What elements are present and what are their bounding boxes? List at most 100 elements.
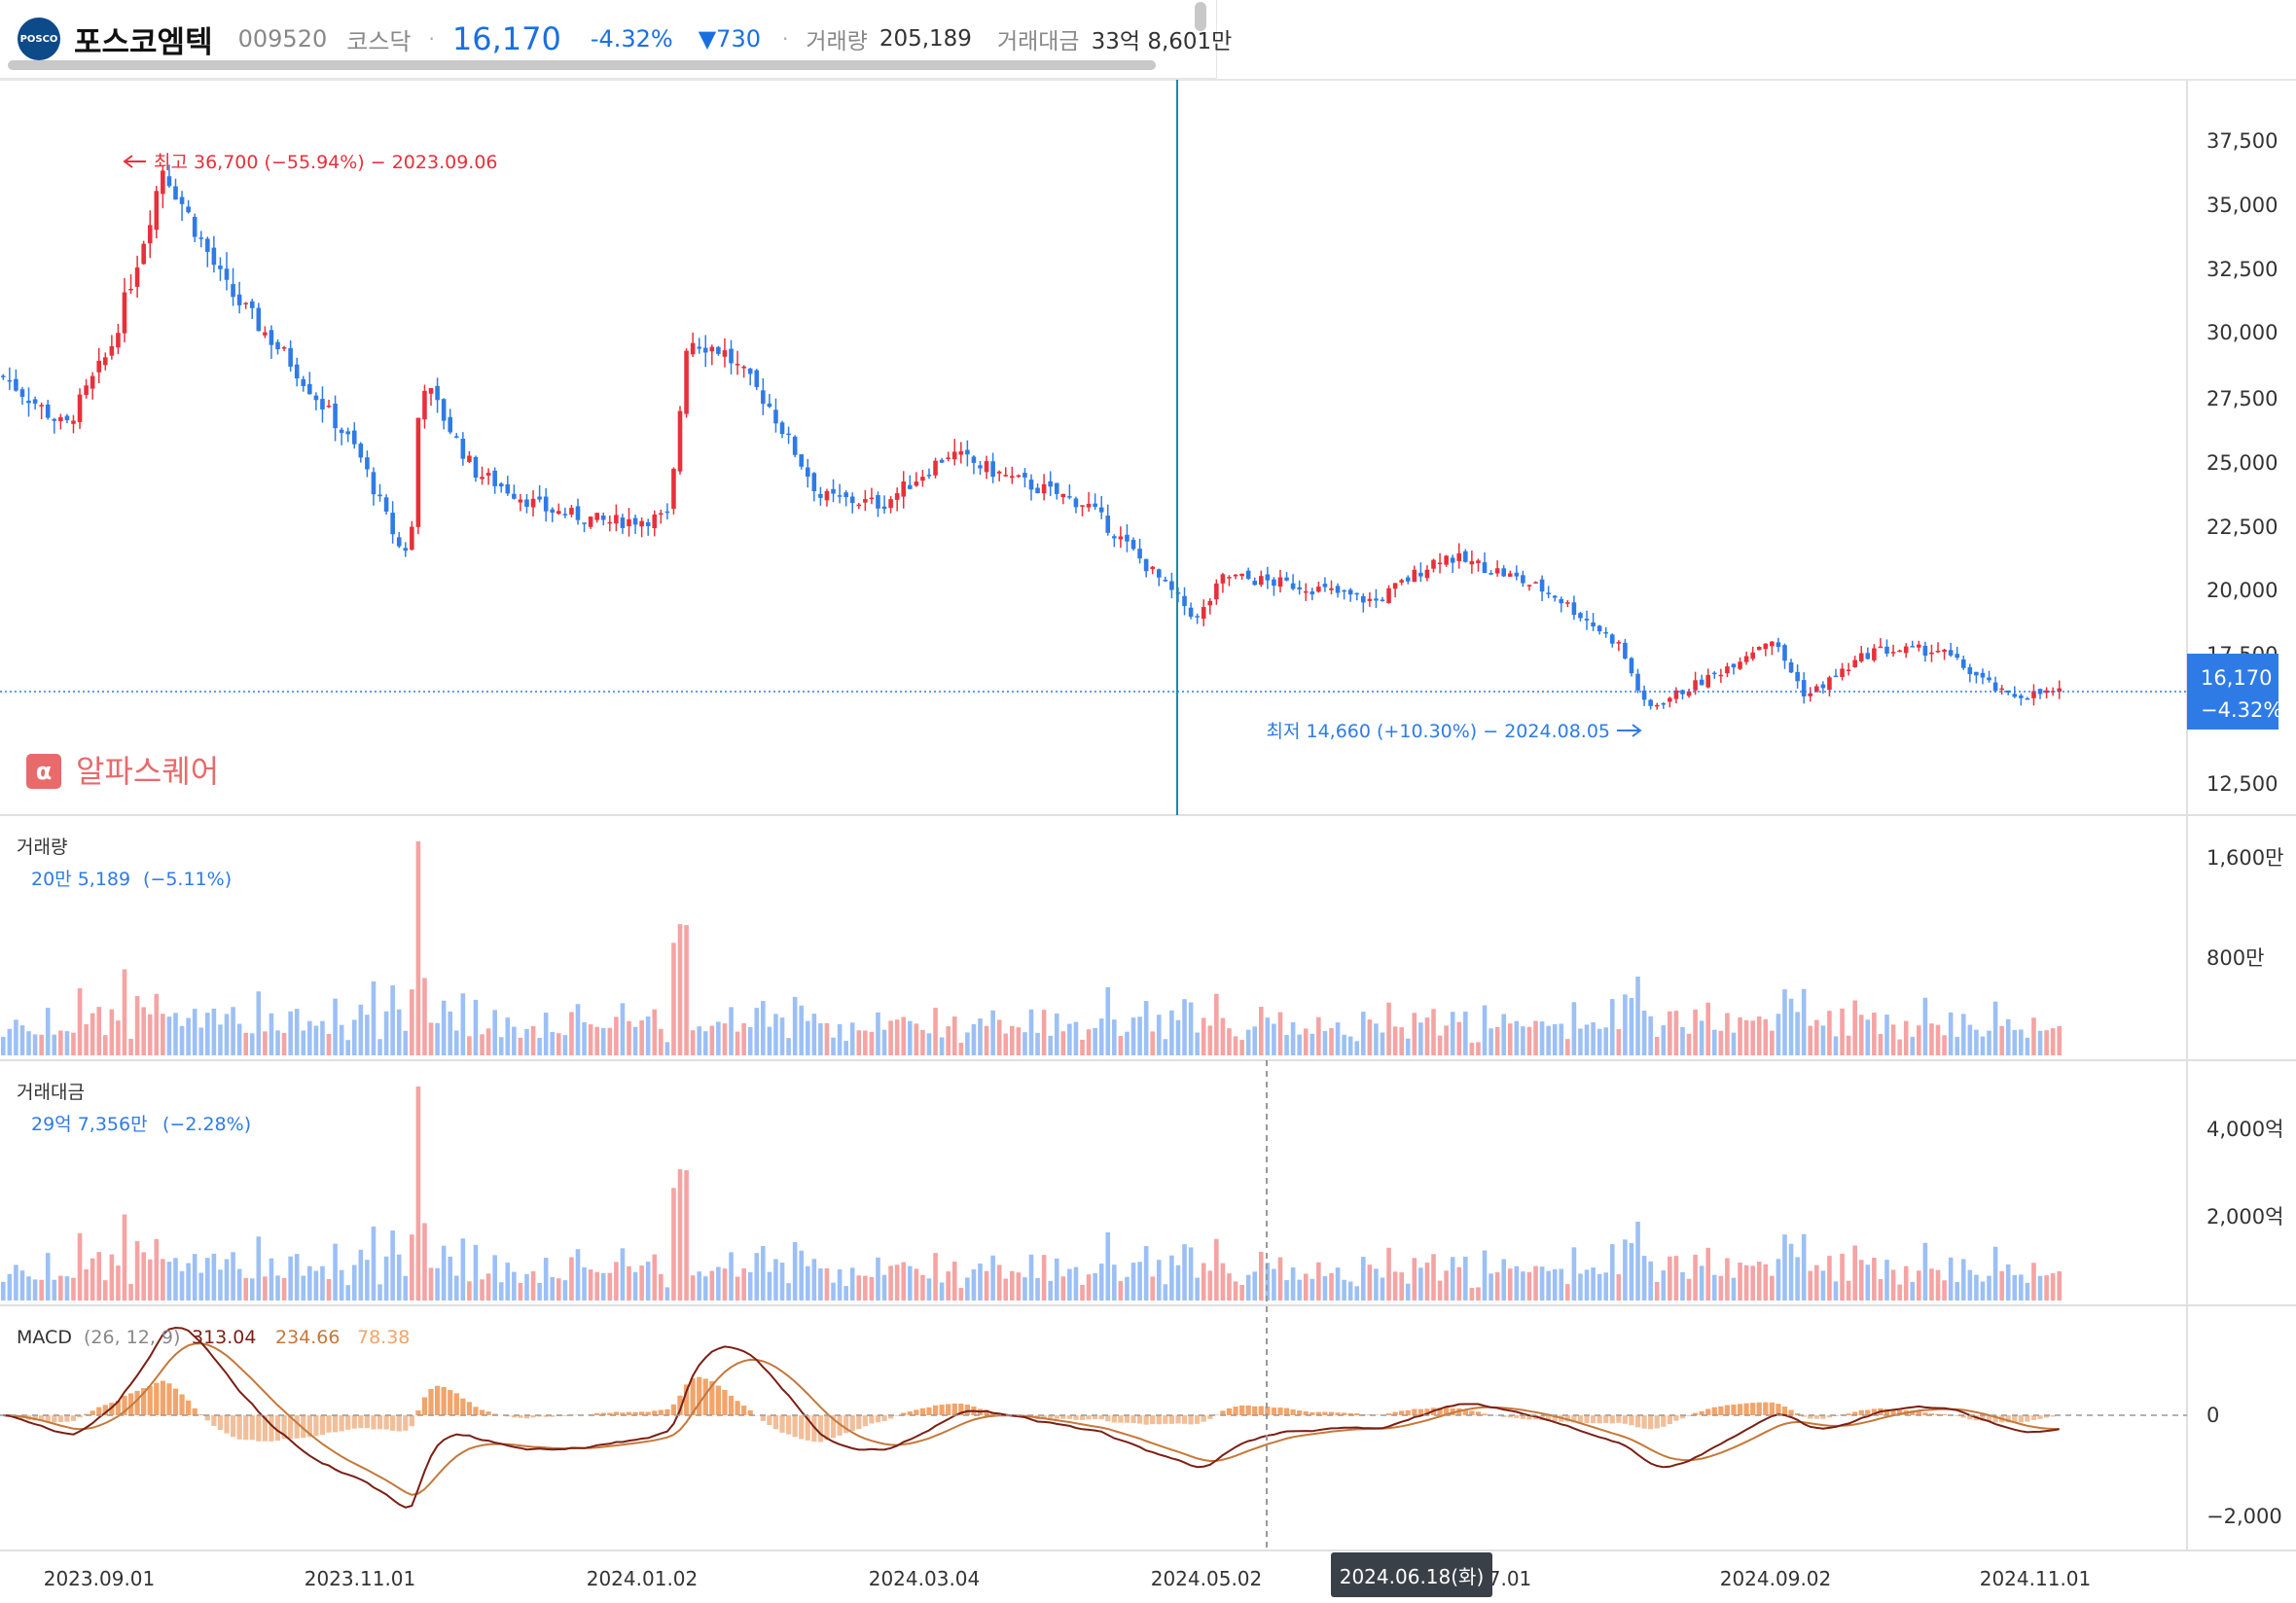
- macd-hist-bar: [1686, 1415, 1692, 1416]
- volume-bar: [677, 924, 683, 1055]
- candle-body: [1820, 684, 1826, 689]
- candle-body: [652, 514, 658, 529]
- candle-body: [677, 410, 683, 472]
- amount-bar: [154, 1238, 160, 1300]
- macd-hist-bar: [485, 1411, 491, 1415]
- amount-bar: [281, 1277, 287, 1300]
- amount-bar: [339, 1269, 344, 1300]
- candle-body: [1098, 507, 1104, 513]
- macd-hist-bar: [1437, 1407, 1443, 1415]
- volume-bar: [1054, 1013, 1059, 1055]
- amount-bar: [109, 1254, 115, 1300]
- volume-bar: [358, 1004, 364, 1055]
- amount-bar: [1770, 1275, 1775, 1300]
- volume-bar: [128, 1038, 133, 1055]
- amount-bar: [224, 1259, 230, 1300]
- candle-body: [498, 483, 504, 487]
- amount-bar: [946, 1271, 951, 1300]
- amount-bar: [1041, 1255, 1047, 1300]
- candle-body: [582, 522, 587, 524]
- amount-bar: [849, 1267, 855, 1300]
- volume-bar: [1098, 1018, 1104, 1055]
- candle-body: [1718, 674, 1724, 677]
- macd-hist-bar: [1347, 1412, 1353, 1415]
- volume-bar: [1112, 1019, 1117, 1055]
- amount-bar: [933, 1253, 938, 1300]
- amount-bar: [582, 1266, 587, 1300]
- macd-hist-bar: [658, 1409, 664, 1415]
- macd-hist-bar: [1763, 1402, 1769, 1415]
- macd-hist-bar: [1283, 1407, 1290, 1415]
- candle-body: [1245, 570, 1251, 580]
- candle-body: [729, 348, 734, 364]
- macd-hist-bar: [243, 1415, 249, 1441]
- amount-bar: [512, 1271, 517, 1300]
- change-percent: -4.32%: [590, 25, 673, 53]
- volume-bar: [1016, 1027, 1022, 1055]
- amount-bar: [249, 1278, 255, 1300]
- macd-hist-bar: [600, 1412, 606, 1415]
- volume-bar: [1514, 1020, 1520, 1055]
- macd-hist-bar: [1801, 1415, 1807, 1417]
- candle-body: [697, 346, 701, 349]
- amount-bar: [556, 1278, 561, 1300]
- macd-hist-bar: [1705, 1408, 1711, 1415]
- macd-hist-bar: [1392, 1411, 1398, 1415]
- volume-bar: [453, 1030, 459, 1055]
- candle-body: [1405, 577, 1411, 582]
- amount-bar: [735, 1276, 740, 1300]
- macd-hist-bar: [1776, 1404, 1781, 1415]
- price-tick: 27,500: [2206, 387, 2278, 410]
- amount-bar: [702, 1276, 708, 1300]
- volume-bar: [1010, 1025, 1015, 1055]
- volume-bar: [103, 1035, 108, 1055]
- macd-hist-bar: [77, 1415, 83, 1418]
- macd-hist-bar: [1290, 1408, 1296, 1415]
- amount-bar: [1003, 1278, 1009, 1300]
- volume-bar: [818, 1023, 823, 1055]
- candle-body: [716, 346, 721, 354]
- candle-body: [1846, 669, 1851, 672]
- market-name: 코스닥: [346, 27, 412, 55]
- amount-tick: 4,000억: [2206, 1118, 2283, 1141]
- amount-bar: [837, 1268, 843, 1300]
- candle-body: [134, 267, 140, 287]
- volume-bar: [518, 1037, 523, 1055]
- header-scrollbar[interactable]: [8, 60, 1156, 70]
- volume-tick: 1,600만: [2206, 846, 2283, 870]
- candle-body: [1591, 622, 1596, 626]
- amount-bar: [901, 1262, 907, 1300]
- volume-bar: [320, 1020, 325, 1055]
- watermark-text: 알파스퀘어: [76, 753, 219, 790]
- candle-body: [741, 366, 746, 369]
- macd-hist-bar: [1724, 1405, 1731, 1415]
- volume-bar: [307, 1020, 312, 1055]
- volume-bar: [881, 1029, 887, 1055]
- stock-name[interactable]: 포스코엠텍: [74, 24, 213, 60]
- macd-hist-bar: [747, 1409, 753, 1415]
- candle-body: [1654, 704, 1660, 707]
- macd-hist-bar: [1475, 1411, 1482, 1415]
- macd-hist-bar: [1188, 1415, 1194, 1425]
- macd-hist-bar: [236, 1415, 242, 1440]
- candle-body: [837, 495, 843, 497]
- candle-body: [485, 473, 491, 476]
- candle-body: [1476, 560, 1481, 564]
- amount-bar: [1922, 1242, 1928, 1300]
- macd-hist-bar: [1634, 1415, 1641, 1428]
- volume-bar: [876, 1012, 880, 1055]
- amount-bar: [415, 1086, 421, 1300]
- macd-hist-bar: [1967, 1415, 1973, 1420]
- candle-body: [1596, 625, 1602, 632]
- macd-hist-bar: [735, 1401, 740, 1415]
- volume-bar: [179, 1025, 185, 1055]
- amount-bar: [939, 1282, 945, 1300]
- amount-bar: [1489, 1273, 1493, 1300]
- change-amount: ▼730: [698, 25, 761, 53]
- candle-body: [1201, 607, 1206, 620]
- header-vertical-scrollbar[interactable]: [1195, 2, 1206, 31]
- volume-bar: [1827, 1011, 1832, 1055]
- volume-bar: [1546, 1025, 1551, 1055]
- macd-histogram-layer: [7, 1376, 2063, 1443]
